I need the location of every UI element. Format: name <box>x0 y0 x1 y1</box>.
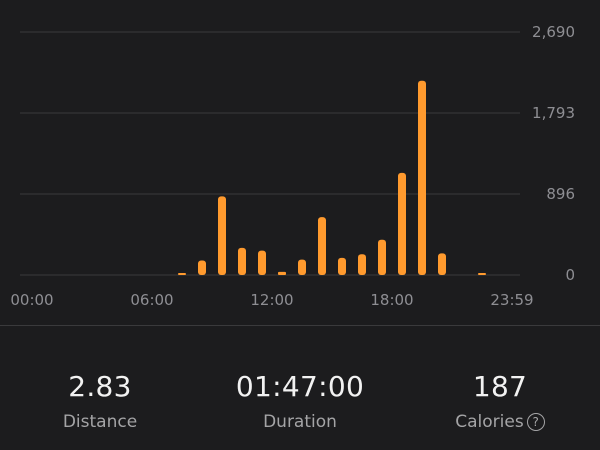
duration-stat: 01:47:00 Duration <box>200 326 400 450</box>
chart-bars <box>178 80 486 275</box>
bar[interactable] <box>338 257 346 275</box>
bar[interactable] <box>258 250 266 275</box>
bar[interactable] <box>438 253 446 275</box>
duration-value: 01:47:00 <box>235 370 365 403</box>
steps-chart: 2,690 1,793 896 0 00:00 06:00 12:00 18:00 23:59 <box>10 23 575 309</box>
bar[interactable] <box>198 260 206 275</box>
bar[interactable] <box>238 247 246 275</box>
distance-label: Distance <box>62 412 138 432</box>
duration-label: Duration <box>263 412 337 432</box>
y-tick-label: 1,793 <box>532 104 575 122</box>
x-tick-label: 06:00 <box>130 291 173 309</box>
bar[interactable] <box>178 273 186 275</box>
distance-label-row: Distance <box>63 412 137 432</box>
summary-stats: 2.83 Distance 01:47:00 Duration 187 Calo… <box>0 326 600 450</box>
steps-chart-svg: 2,690 1,793 896 0 00:00 06:00 12:00 18:00 23:59 <box>10 23 575 309</box>
y-axis-tick-labels: 2,690 1,793 896 0 <box>532 23 575 284</box>
bar[interactable] <box>478 273 486 275</box>
y-tick-label: 896 <box>546 185 575 203</box>
calories-stat: 187 Calories ? <box>400 326 600 450</box>
bar[interactable] <box>318 217 326 275</box>
chart-gridlines <box>20 31 520 276</box>
bar[interactable] <box>378 239 386 275</box>
x-axis-tick-labels: 00:00 06:00 12:00 18:00 23:59 <box>10 291 533 309</box>
distance-stat: 2.83 Distance <box>0 326 200 450</box>
distance-value: 2.83 <box>68 370 132 403</box>
bar[interactable] <box>218 196 226 275</box>
question-circle-icon[interactable]: ? <box>526 413 545 431</box>
bar[interactable] <box>358 254 366 275</box>
calories-label: Calories <box>455 412 524 432</box>
x-tick-label: 00:00 <box>10 291 53 309</box>
calories-label-row: Calories ? <box>455 412 545 432</box>
y-tick-label: 2,690 <box>532 23 575 41</box>
bar[interactable] <box>298 259 306 275</box>
x-tick-label: 18:00 <box>370 291 413 309</box>
bar[interactable] <box>398 172 406 275</box>
section-divider <box>0 325 600 326</box>
calories-value: 187 <box>472 370 528 403</box>
y-tick-label: 0 <box>565 266 575 284</box>
x-tick-label: 12:00 <box>250 291 293 309</box>
bar[interactable] <box>418 80 426 275</box>
duration-label-row: Duration <box>263 412 337 432</box>
bar[interactable] <box>278 271 286 275</box>
x-tick-label: 23:59 <box>490 291 533 309</box>
